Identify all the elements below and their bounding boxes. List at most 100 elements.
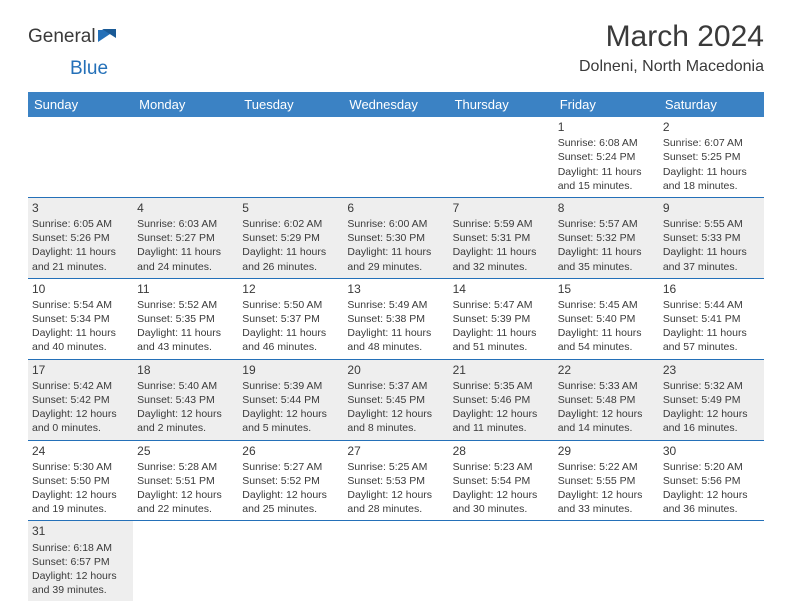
daylight-line: Daylight: 12 hours and 33 minutes.	[558, 488, 655, 516]
sunset-line: Sunset: 5:31 PM	[453, 231, 550, 245]
sunset-line: Sunset: 5:42 PM	[32, 393, 129, 407]
sunset-line: Sunset: 5:35 PM	[137, 312, 234, 326]
day-cell	[343, 117, 448, 197]
sunrise-line: Sunrise: 6:07 AM	[663, 136, 760, 150]
sunset-line: Sunset: 5:53 PM	[347, 474, 444, 488]
sunrise-line: Sunrise: 5:55 AM	[663, 217, 760, 231]
day-number: 21	[453, 362, 550, 378]
day-number: 27	[347, 443, 444, 459]
sunrise-line: Sunrise: 5:54 AM	[32, 298, 129, 312]
sunrise-line: Sunrise: 5:52 AM	[137, 298, 234, 312]
day-cell: 21Sunrise: 5:35 AMSunset: 5:46 PMDayligh…	[449, 359, 554, 440]
sunset-line: Sunset: 5:39 PM	[453, 312, 550, 326]
day-number: 6	[347, 200, 444, 216]
header: GeneralBlue March 2024 Dolneni, North Ma…	[28, 20, 764, 80]
day-number: 10	[32, 281, 129, 297]
sunset-line: Sunset: 5:48 PM	[558, 393, 655, 407]
daylight-line: Daylight: 12 hours and 11 minutes.	[453, 407, 550, 435]
day-cell: 18Sunrise: 5:40 AMSunset: 5:43 PMDayligh…	[133, 359, 238, 440]
sunset-line: Sunset: 5:24 PM	[558, 150, 655, 164]
sunrise-line: Sunrise: 5:47 AM	[453, 298, 550, 312]
sunrise-line: Sunrise: 5:28 AM	[137, 460, 234, 474]
day-cell: 31Sunrise: 6:18 AMSunset: 6:57 PMDayligh…	[28, 521, 133, 601]
day-number: 31	[32, 523, 129, 539]
day-number: 5	[242, 200, 339, 216]
day-cell: 17Sunrise: 5:42 AMSunset: 5:42 PMDayligh…	[28, 359, 133, 440]
day-cell	[449, 117, 554, 197]
day-cell	[449, 521, 554, 601]
sunrise-line: Sunrise: 5:44 AM	[663, 298, 760, 312]
day-cell: 27Sunrise: 5:25 AMSunset: 5:53 PMDayligh…	[343, 440, 448, 521]
daylight-line: Daylight: 11 hours and 24 minutes.	[137, 245, 234, 273]
daylight-line: Daylight: 11 hours and 54 minutes.	[558, 326, 655, 354]
day-cell	[28, 117, 133, 197]
flag-icon	[98, 26, 120, 48]
sunrise-line: Sunrise: 5:25 AM	[347, 460, 444, 474]
daylight-line: Daylight: 11 hours and 37 minutes.	[663, 245, 760, 273]
sunrise-line: Sunrise: 5:50 AM	[242, 298, 339, 312]
location: Dolneni, North Macedonia	[579, 58, 764, 76]
daylight-line: Daylight: 12 hours and 8 minutes.	[347, 407, 444, 435]
sunrise-line: Sunrise: 5:33 AM	[558, 379, 655, 393]
daylight-line: Daylight: 12 hours and 16 minutes.	[663, 407, 760, 435]
daylight-line: Daylight: 11 hours and 43 minutes.	[137, 326, 234, 354]
header-sunday: Sunday	[28, 92, 133, 117]
calendar-table: Sunday Monday Tuesday Wednesday Thursday…	[28, 92, 764, 601]
sunrise-line: Sunrise: 5:49 AM	[347, 298, 444, 312]
day-cell: 6Sunrise: 6:00 AMSunset: 5:30 PMDaylight…	[343, 197, 448, 278]
week-row: 3Sunrise: 6:05 AMSunset: 5:26 PMDaylight…	[28, 197, 764, 278]
day-cell	[238, 117, 343, 197]
sunrise-line: Sunrise: 5:57 AM	[558, 217, 655, 231]
header-tuesday: Tuesday	[238, 92, 343, 117]
daylight-line: Daylight: 12 hours and 5 minutes.	[242, 407, 339, 435]
daylight-line: Daylight: 12 hours and 22 minutes.	[137, 488, 234, 516]
day-cell: 9Sunrise: 5:55 AMSunset: 5:33 PMDaylight…	[659, 197, 764, 278]
day-cell: 25Sunrise: 5:28 AMSunset: 5:51 PMDayligh…	[133, 440, 238, 521]
day-cell	[343, 521, 448, 601]
day-cell: 29Sunrise: 5:22 AMSunset: 5:55 PMDayligh…	[554, 440, 659, 521]
sunrise-line: Sunrise: 5:30 AM	[32, 460, 129, 474]
day-number: 30	[663, 443, 760, 459]
sunrise-line: Sunrise: 5:45 AM	[558, 298, 655, 312]
day-number: 1	[558, 119, 655, 135]
day-cell: 7Sunrise: 5:59 AMSunset: 5:31 PMDaylight…	[449, 197, 554, 278]
logo-text: GeneralBlue	[28, 26, 120, 80]
week-row: 10Sunrise: 5:54 AMSunset: 5:34 PMDayligh…	[28, 278, 764, 359]
daylight-line: Daylight: 11 hours and 21 minutes.	[32, 245, 129, 273]
sunrise-line: Sunrise: 6:03 AM	[137, 217, 234, 231]
logo-part2: Blue	[70, 58, 108, 79]
sunset-line: Sunset: 5:52 PM	[242, 474, 339, 488]
sunrise-line: Sunrise: 5:23 AM	[453, 460, 550, 474]
sunset-line: Sunset: 5:33 PM	[663, 231, 760, 245]
daylight-line: Daylight: 12 hours and 30 minutes.	[453, 488, 550, 516]
sunset-line: Sunset: 5:49 PM	[663, 393, 760, 407]
week-row: 1Sunrise: 6:08 AMSunset: 5:24 PMDaylight…	[28, 117, 764, 197]
day-cell: 22Sunrise: 5:33 AMSunset: 5:48 PMDayligh…	[554, 359, 659, 440]
header-saturday: Saturday	[659, 92, 764, 117]
day-number: 17	[32, 362, 129, 378]
sunrise-line: Sunrise: 5:35 AM	[453, 379, 550, 393]
daylight-line: Daylight: 12 hours and 36 minutes.	[663, 488, 760, 516]
day-number: 13	[347, 281, 444, 297]
day-number: 7	[453, 200, 550, 216]
week-row: 31Sunrise: 6:18 AMSunset: 6:57 PMDayligh…	[28, 521, 764, 601]
day-number: 12	[242, 281, 339, 297]
sunrise-line: Sunrise: 5:32 AM	[663, 379, 760, 393]
day-cell	[659, 521, 764, 601]
day-cell: 8Sunrise: 5:57 AMSunset: 5:32 PMDaylight…	[554, 197, 659, 278]
day-number: 25	[137, 443, 234, 459]
day-cell: 5Sunrise: 6:02 AMSunset: 5:29 PMDaylight…	[238, 197, 343, 278]
daylight-line: Daylight: 12 hours and 28 minutes.	[347, 488, 444, 516]
sunset-line: Sunset: 5:51 PM	[137, 474, 234, 488]
sunset-line: Sunset: 5:26 PM	[32, 231, 129, 245]
header-friday: Friday	[554, 92, 659, 117]
day-cell	[133, 117, 238, 197]
day-number: 20	[347, 362, 444, 378]
sunrise-line: Sunrise: 5:42 AM	[32, 379, 129, 393]
day-number: 19	[242, 362, 339, 378]
daylight-line: Daylight: 12 hours and 25 minutes.	[242, 488, 339, 516]
day-number: 2	[663, 119, 760, 135]
day-number: 16	[663, 281, 760, 297]
daylight-line: Daylight: 12 hours and 14 minutes.	[558, 407, 655, 435]
day-number: 18	[137, 362, 234, 378]
